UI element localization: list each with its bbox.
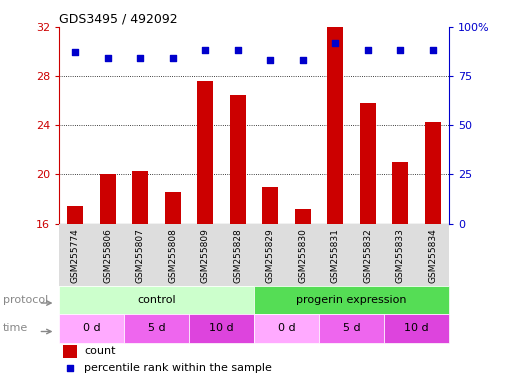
Bar — [229, 94, 246, 223]
Text: protocol: protocol — [3, 295, 48, 305]
Text: count: count — [84, 346, 116, 356]
Bar — [59, 314, 124, 343]
Bar — [360, 103, 376, 223]
Text: 5 d: 5 d — [343, 323, 360, 333]
Bar — [165, 192, 181, 223]
Text: control: control — [137, 295, 176, 305]
Text: GSM255833: GSM255833 — [396, 228, 405, 283]
Text: 10 d: 10 d — [404, 323, 429, 333]
Point — [201, 47, 209, 53]
Point — [331, 40, 339, 46]
Bar — [132, 171, 148, 223]
Bar — [392, 162, 408, 223]
Bar — [63, 345, 76, 358]
Bar — [424, 122, 441, 223]
Bar — [197, 81, 213, 223]
Bar — [67, 206, 83, 223]
Point — [104, 55, 112, 61]
Text: 0 d: 0 d — [278, 323, 295, 333]
Point — [266, 57, 274, 63]
Point — [233, 47, 242, 53]
Text: GSM255809: GSM255809 — [201, 228, 210, 283]
Bar — [189, 314, 254, 343]
Bar — [254, 314, 319, 343]
Point — [364, 47, 372, 53]
Text: GDS3495 / 492092: GDS3495 / 492092 — [59, 13, 177, 26]
Text: 10 d: 10 d — [209, 323, 234, 333]
Text: GSM255834: GSM255834 — [428, 228, 437, 283]
Text: time: time — [3, 323, 28, 333]
Point — [169, 55, 177, 61]
Bar — [319, 314, 384, 343]
Text: GSM255831: GSM255831 — [331, 228, 340, 283]
Point — [428, 47, 437, 53]
Bar — [262, 187, 278, 223]
Text: progerin expression: progerin expression — [296, 295, 407, 305]
Text: GSM255829: GSM255829 — [266, 228, 274, 283]
Point — [299, 57, 307, 63]
Bar — [100, 174, 116, 223]
Point — [396, 47, 404, 53]
Bar — [327, 27, 343, 223]
Point — [136, 55, 144, 61]
Bar — [124, 314, 189, 343]
Text: 0 d: 0 d — [83, 323, 101, 333]
Bar — [294, 209, 311, 223]
Bar — [384, 314, 449, 343]
Text: GSM255774: GSM255774 — [71, 228, 80, 283]
Text: percentile rank within the sample: percentile rank within the sample — [84, 363, 272, 373]
Bar — [254, 286, 449, 314]
Text: GSM255832: GSM255832 — [363, 228, 372, 283]
Text: GSM255807: GSM255807 — [136, 228, 145, 283]
Text: GSM255828: GSM255828 — [233, 228, 242, 283]
Text: GSM255808: GSM255808 — [168, 228, 177, 283]
Point — [349, 280, 357, 286]
Text: GSM255806: GSM255806 — [103, 228, 112, 283]
Text: GSM255830: GSM255830 — [298, 228, 307, 283]
Text: 5 d: 5 d — [148, 323, 165, 333]
Bar — [59, 286, 254, 314]
Point — [71, 50, 80, 56]
